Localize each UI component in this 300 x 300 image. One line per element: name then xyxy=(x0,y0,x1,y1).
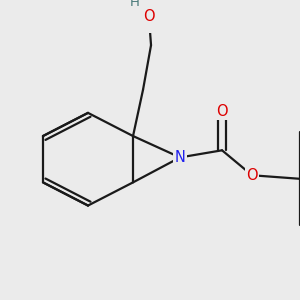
Text: O: O xyxy=(216,103,228,118)
Text: O: O xyxy=(143,9,155,24)
Text: N: N xyxy=(175,150,185,165)
Text: H: H xyxy=(130,0,140,9)
Text: O: O xyxy=(246,168,258,183)
